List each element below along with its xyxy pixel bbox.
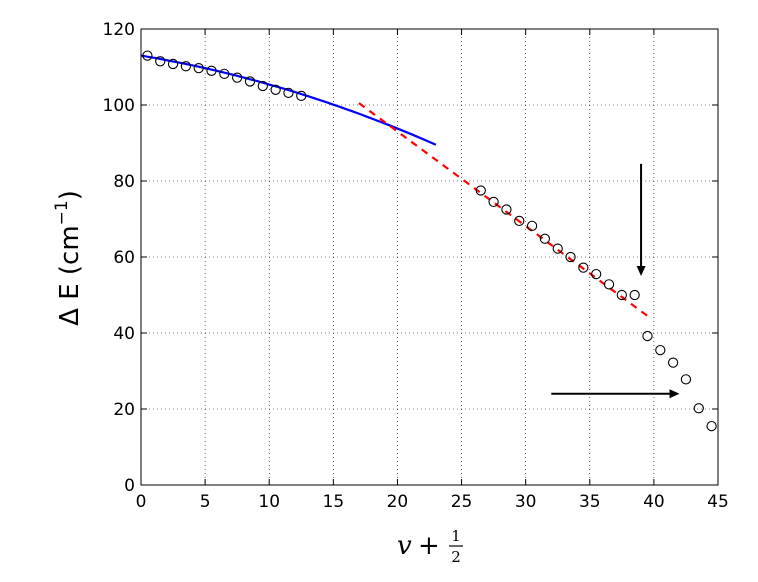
data-point [514,215,525,227]
data-point [565,251,576,263]
data-point [193,62,204,74]
data-point [180,61,192,72]
data-points [142,50,717,432]
data-point [501,204,512,215]
data-point [232,72,243,83]
data-point [270,84,281,95]
x-tick-label: 0 [136,492,147,512]
x-tick-label: 30 [515,492,537,512]
y-tick-label: 0 [124,476,135,496]
data-point [219,68,230,79]
data-point [283,87,294,98]
data-point [578,262,589,273]
y-tick-label: 120 [103,20,135,40]
x-tick-label: 15 [323,492,345,512]
fit-lines [140,54,649,317]
x-axis-label-plus: + [418,531,440,561]
data-point [603,279,615,290]
y-axis-label: Δ E (cm−1) [52,190,85,326]
data-point [142,50,153,61]
data-point [167,58,179,70]
data-point [616,289,627,301]
data-point [244,76,256,87]
x-axis-label-frac-num: 1 [451,527,461,545]
arrow-head [636,266,646,276]
x-tick-label: 40 [643,492,665,512]
y-tick-label: 40 [113,324,135,344]
data-point [706,420,717,432]
y-tick-label: 20 [113,400,135,420]
blue-fit-line [140,54,437,146]
data-point [539,233,551,244]
x-tick-label: 5 [200,492,211,512]
y-tick-label: 80 [113,172,135,192]
data-point [475,185,486,196]
data-point [629,289,640,301]
y-tick-label: 60 [113,248,135,268]
x-tick-label: 35 [579,492,601,512]
data-point [296,90,307,102]
x-axis-label-frac-den: 2 [451,548,461,566]
x-axis-label-var: v [397,531,412,561]
x-tick-label: 25 [451,492,473,512]
x-tick-label: 20 [387,492,409,512]
data-point [155,56,166,67]
data-point [206,65,217,76]
x-axis-label: v + 1 2 [397,527,463,566]
y-tick-label: 100 [103,96,135,116]
data-point [552,243,563,254]
x-tick-label: 10 [258,492,280,512]
axis-ticks: 0 5 10 15 20 25 30 35 40 45 0 20 40 60 80 100 120 [103,20,729,512]
data-point [667,357,679,368]
annotation-arrows [551,163,680,399]
data-point [642,330,653,342]
x-tick-label: 45 [707,492,729,512]
data-point [693,403,704,414]
grid [141,29,718,485]
data-point [257,80,268,92]
data-point [526,220,538,231]
data-point [655,344,666,356]
data-point [680,374,692,385]
data-point [488,196,499,208]
data-point [591,268,602,280]
arrow-head [669,389,680,399]
